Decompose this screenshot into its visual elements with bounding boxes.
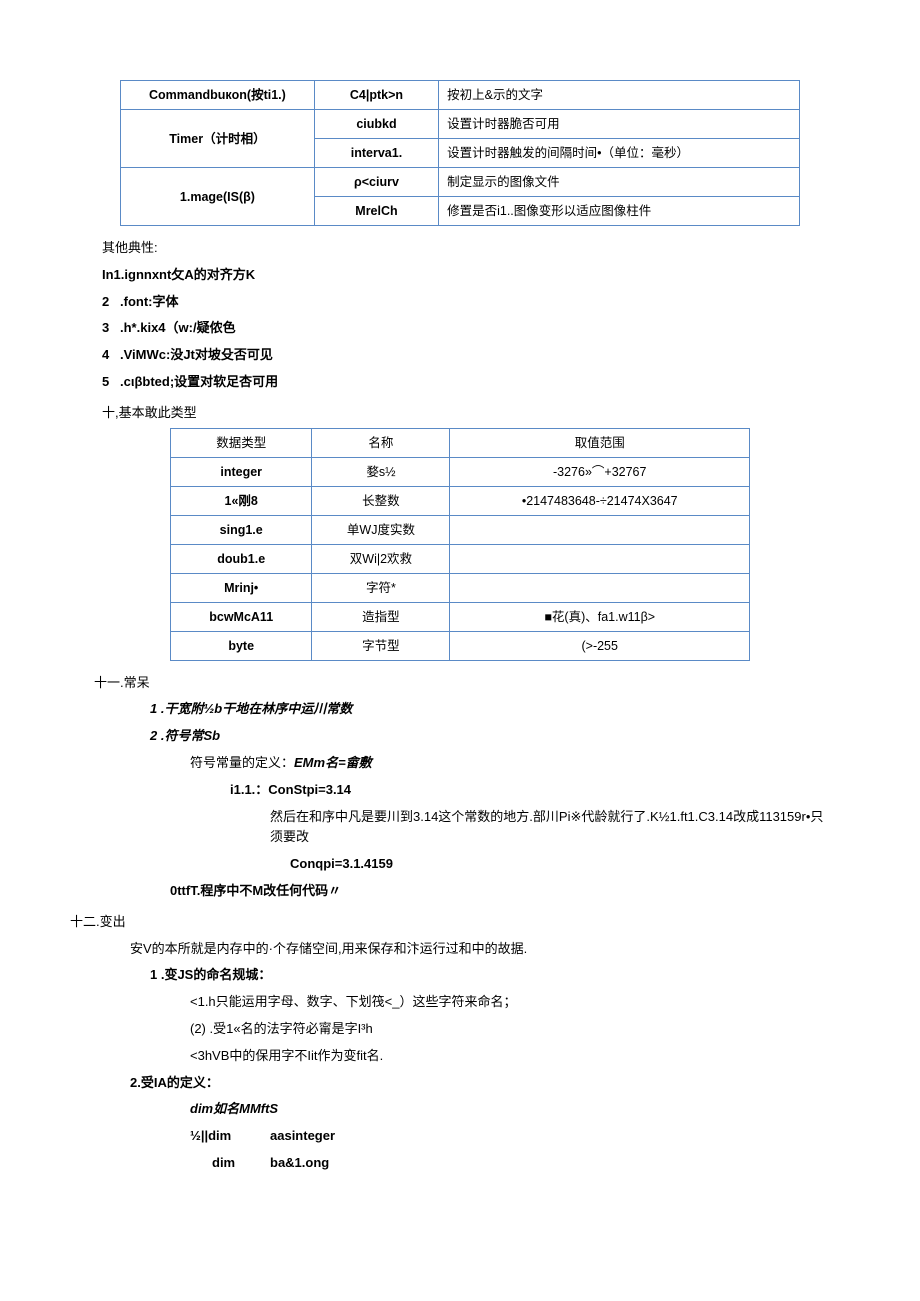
sect11-ex1-desc: 然后在和序中凡是要川到3.14这个常数的地方.部川Pi※代龄就行了.K½1.ft…	[270, 807, 830, 849]
sect12-r3: <3hVB中的保用字不Iit作为变fit名.	[190, 1046, 830, 1067]
datatype-table: 数据类型 名称 取值范围 integer婺s½-3276»⌒+32767 1«刚…	[170, 428, 750, 661]
controls-table: Commandbuкon(按ti1.) C4|ptk>n 按初上&示的文字 Ti…	[120, 80, 800, 226]
sect12-intro: 安V的本所就是内存中的·个存储空间,用来保存和汴运行过和中的故据.	[130, 939, 830, 960]
sect11-tail: 0ttfT.程序中不M改任何代码〃	[170, 881, 830, 902]
other-attrs-title: 其他典性:	[102, 238, 830, 259]
table-row: Mrinj•字符*	[171, 573, 750, 602]
cell: C4|ptk>n	[314, 81, 438, 110]
sect12-dim-2: dimba&1.ong	[212, 1153, 830, 1174]
cell: 按初上&示的文字	[439, 81, 800, 110]
table-row: 1«刚8长整数•2147483648-÷21474X3647	[171, 486, 750, 515]
attr-item: 3.h*.kix4（w:/疑侬色	[102, 318, 830, 339]
cell: 名称	[312, 428, 450, 457]
cell: 取值范围	[450, 428, 750, 457]
cell: 数据类型	[171, 428, 312, 457]
attr-item: 2.font:字体	[102, 292, 830, 313]
sect12-rule-title: 1 .变JS的命名规城：	[150, 965, 830, 986]
table-row: Timer（计时相） ciubkd 设置计时器脆否可用	[121, 110, 800, 139]
sect11-def: 符号常量的定义：EMm名=畲敷	[190, 753, 830, 774]
cell: 设置计时器触发的间隔时间•（单位：毫秒）	[439, 139, 800, 168]
table-row: byte字节型(>-255	[171, 631, 750, 660]
table-row: Commandbuкon(按ti1.) C4|ptk>n 按初上&示的文字	[121, 81, 800, 110]
table-row: doub1.e双Wi|2欢救	[171, 544, 750, 573]
cell: Commandbuкon(按ti1.)	[121, 81, 315, 110]
table-row: bcwMcA11造指型■花(真)、fa1.w11β>	[171, 602, 750, 631]
table-row: sing1.e单WJ度实数	[171, 515, 750, 544]
cell: ciubkd	[314, 110, 438, 139]
cell: 设置计时器脆否可用	[439, 110, 800, 139]
attr-item: In1.ignnxnt攵A的对齐方K	[102, 265, 830, 286]
sect12-dim-1: ½||dimaasinteger	[190, 1126, 830, 1147]
cell: interva1.	[314, 139, 438, 168]
sect11-item: 1 .干宽附½b干地在林序中运川常数	[150, 699, 830, 720]
cell: 制定显示的图像文件	[439, 168, 800, 197]
attr-item: 5.cιβbted;设置对软足杏可用	[102, 372, 830, 393]
sect12-r2: (2) .受1«名的法字符必甯是字I³h	[190, 1019, 830, 1040]
cell: MrelCh	[314, 197, 438, 226]
sect12-def-fmt: dim如名MMftS	[190, 1099, 830, 1120]
table-row: 1.mage(IS(β) ρ<ciurv 制定显示的图像文件	[121, 168, 800, 197]
sect11-item: 2 .符号常Sb	[150, 726, 830, 747]
cell: 1.mage(IS(β)	[121, 168, 315, 226]
table-header-row: 数据类型 名称 取值范围	[171, 428, 750, 457]
table-row: integer婺s½-3276»⌒+32767	[171, 457, 750, 486]
cell: 修置是否i1..图像变形以适应图像柱件	[439, 197, 800, 226]
sect12-r1: <1.h只能运用字母、数字、下划筏<_）这些字符来命名；	[190, 992, 830, 1013]
section-10-title: 十,基本敢此类型	[102, 403, 830, 424]
section-12-title: 十二.变出	[70, 912, 830, 933]
attr-item: 4.ViMWc:没Jt对坡殳否可见	[102, 345, 830, 366]
sect11-ex1: i1.1.：ConStpi=3.14	[230, 780, 830, 801]
sect11-ex2: Conqpi=3.1.4159	[290, 854, 830, 875]
cell: ρ<ciurv	[314, 168, 438, 197]
cell: Timer（计时相）	[121, 110, 315, 168]
section-11-title: 十一.常呆	[94, 673, 830, 694]
sect12-def-title: 2.受IA的定义：	[130, 1073, 830, 1094]
